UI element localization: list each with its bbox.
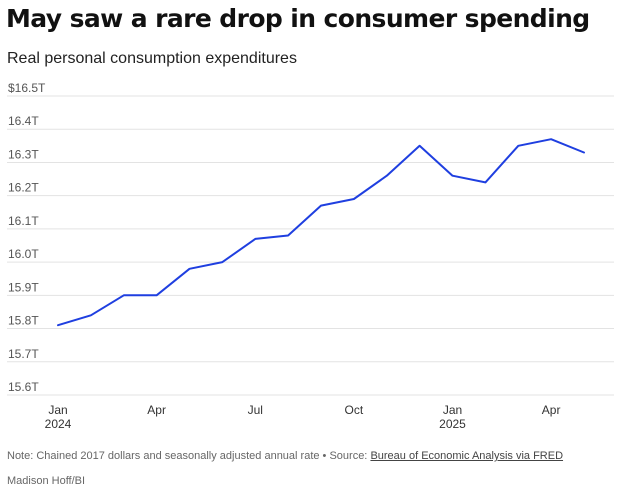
y-tick-label: $16.5T — [8, 81, 46, 95]
x-tick-label: Oct — [345, 403, 364, 417]
data-point — [515, 143, 521, 149]
chart-credit: Madison Hoff/BI — [7, 475, 86, 487]
data-point — [55, 322, 61, 328]
series-line — [57, 138, 585, 327]
chart-subtitle: Real personal consumption expenditures — [7, 50, 297, 67]
chart-footnote: Note: Chained 2017 dollars and seasonall… — [7, 450, 563, 462]
data-point — [450, 173, 456, 179]
y-tick-label: 16.0T — [8, 247, 39, 261]
data-point — [154, 292, 160, 298]
data-point — [581, 149, 587, 155]
data-point — [252, 236, 258, 242]
data-point — [285, 233, 291, 239]
x-tick-year-label: 2024 — [45, 417, 72, 431]
data-point — [482, 179, 488, 185]
x-tick-label: Jan — [48, 403, 67, 417]
chart-title: May saw a rare drop in consumer spending — [6, 4, 590, 33]
x-tick-label: Jan — [443, 403, 462, 417]
y-tick-label: 16.1T — [8, 214, 39, 228]
y-tick-label: 15.6T — [8, 380, 39, 394]
data-point — [219, 259, 225, 265]
data-point — [318, 203, 324, 209]
data-point — [351, 196, 357, 202]
data-point — [121, 292, 127, 298]
y-tick-label: 15.9T — [8, 280, 39, 294]
y-tick-label: 15.8T — [8, 314, 39, 328]
source-link[interactable]: Bureau of Economic Analysis via FRED — [370, 450, 564, 462]
footnote-text: Note: Chained 2017 dollars and seasonall… — [7, 450, 371, 462]
line-chart: $16.5T 16.4T 16.3T 16.2T 16.1T 16.0T 15.9T 15.8… — [7, 81, 614, 431]
y-tick-label: 16.3T — [8, 147, 39, 161]
data-point — [88, 312, 94, 318]
y-tick-label: 16.4T — [8, 114, 39, 128]
x-tick-year-label: 2025 — [439, 417, 466, 431]
data-point — [548, 136, 554, 142]
x-tick-label: Apr — [147, 403, 166, 417]
data-point — [417, 143, 423, 149]
data-point — [384, 173, 390, 179]
data-point — [187, 266, 193, 272]
y-tick-label: 16.2T — [8, 181, 39, 195]
y-tick-label: 15.7T — [8, 347, 39, 361]
x-tick-label: Apr — [542, 403, 561, 417]
x-tick-label: Jul — [248, 403, 263, 417]
